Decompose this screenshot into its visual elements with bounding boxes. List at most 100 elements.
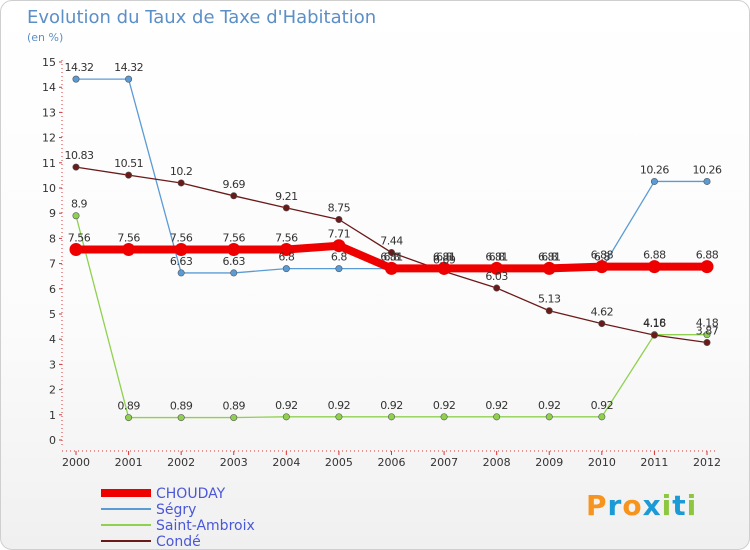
data-label: 14.32 xyxy=(114,61,143,74)
x-tick-label: 2009 xyxy=(535,456,563,469)
y-tick-label: 5 xyxy=(49,308,56,321)
data-label: 7.71 xyxy=(328,228,351,241)
data-labels: 7.56 7.56 7.56 7.56 7.56 7.716.81 6.81 6.81 6.81… xyxy=(65,61,723,413)
data-label: 7.56 xyxy=(275,231,298,244)
data-label: 6.03 xyxy=(485,270,508,283)
data-label: 4.18 xyxy=(696,317,719,330)
data-point xyxy=(385,261,398,275)
data-label: 0.89 xyxy=(117,400,140,413)
data-point xyxy=(177,179,185,187)
data-label: 9.69 xyxy=(223,178,246,191)
data-label: 7.56 xyxy=(223,231,246,244)
y-tick-label: 7 xyxy=(49,258,56,271)
data-label: 4.16 xyxy=(643,317,666,330)
y-tick-label: 9 xyxy=(49,207,56,220)
x-tick-label: 2001 xyxy=(115,456,143,469)
data-point xyxy=(387,249,395,257)
data-point xyxy=(125,414,133,422)
x-tick-label: 2004 xyxy=(272,456,300,469)
data-point xyxy=(650,177,658,185)
logo-letter: x xyxy=(642,489,662,522)
data-label: 6.8 xyxy=(278,251,294,264)
data-point xyxy=(122,242,136,256)
data-point xyxy=(703,338,711,346)
x-tick-label: 2005 xyxy=(325,456,353,469)
y-tick-label: 15 xyxy=(42,56,56,69)
legend-label: CHOUDAY xyxy=(156,486,226,502)
data-label: 10.51 xyxy=(114,157,143,170)
data-label: 6.81 xyxy=(538,250,561,263)
proxiti-logo: Proxiti xyxy=(586,489,697,522)
data-label: 0.92 xyxy=(380,399,403,412)
data-label: 8.75 xyxy=(328,202,351,215)
data-point xyxy=(387,413,395,421)
x-tick-label: 2002 xyxy=(167,456,195,469)
data-label: 10.2 xyxy=(170,165,193,178)
data-point xyxy=(230,192,238,200)
data-point xyxy=(647,260,661,274)
data-label: 6.81 xyxy=(485,250,508,263)
x-tick-label: 2000 xyxy=(62,456,90,469)
data-point xyxy=(282,413,290,421)
data-label: 6.81 xyxy=(433,250,456,263)
data-label: 6.8 xyxy=(384,251,400,264)
data-point xyxy=(335,265,343,273)
data-point xyxy=(437,261,451,275)
data-point xyxy=(69,242,83,256)
data-label: 10.26 xyxy=(640,163,669,176)
data-label: 10.26 xyxy=(693,163,722,176)
data-label: 6.63 xyxy=(170,255,193,268)
x-tick-label: 2008 xyxy=(483,456,511,469)
y-tick-label: 4 xyxy=(49,333,56,346)
data-point xyxy=(227,242,241,256)
data-point xyxy=(72,163,80,171)
data-label: 0.89 xyxy=(223,400,246,413)
data-point xyxy=(335,413,343,421)
data-label: 6.88 xyxy=(591,249,614,262)
y-tick-label: 6 xyxy=(49,283,56,296)
data-point xyxy=(125,75,133,83)
data-point xyxy=(174,242,188,256)
data-point xyxy=(282,265,290,273)
data-label: 6.8 xyxy=(331,251,347,264)
y-tick-label: 3 xyxy=(49,358,56,371)
data-point xyxy=(700,260,714,274)
data-label: 7.56 xyxy=(170,231,193,244)
data-label: 7.56 xyxy=(68,231,91,244)
x-tick-label: 2012 xyxy=(693,456,721,469)
data-label: 3.87 xyxy=(696,324,719,337)
data-label: 6.8 xyxy=(436,251,452,264)
y-tick-label: 14 xyxy=(42,81,56,94)
data-label: 6.88 xyxy=(696,249,719,262)
logo-letter: P xyxy=(586,489,608,522)
chart-subtitle: (en %) xyxy=(27,31,64,44)
x-tick-label: 2010 xyxy=(588,456,616,469)
data-label: 6.8 xyxy=(541,251,557,264)
data-label: 7.56 xyxy=(117,231,140,244)
y-tick-label: 1 xyxy=(49,409,56,422)
data-point xyxy=(332,239,346,253)
data-point xyxy=(598,413,606,421)
data-point xyxy=(230,414,238,422)
data-point xyxy=(440,413,448,421)
data-label: 6.8 xyxy=(489,251,505,264)
data-label: 8.9 xyxy=(71,198,87,211)
x-tick-label: 2003 xyxy=(220,456,248,469)
legend-label: Condé xyxy=(156,534,201,549)
data-label: 0.92 xyxy=(328,399,351,412)
data-label: 10.83 xyxy=(65,149,94,162)
data-label: 0.92 xyxy=(591,399,614,412)
data-point xyxy=(598,320,606,328)
x-tick-label: 2007 xyxy=(430,456,458,469)
data-point xyxy=(177,414,185,422)
y-tick-label: 11 xyxy=(42,157,56,170)
legend-label: Saint-Ambroix xyxy=(156,518,255,534)
chart-title: Evolution du Taux de Taxe d'Habitation xyxy=(27,7,377,28)
data-point xyxy=(542,261,556,275)
data-label: 0.89 xyxy=(170,400,193,413)
data-point xyxy=(703,177,711,185)
data-point xyxy=(125,171,133,179)
logo-letter: i xyxy=(661,489,673,522)
series-lines xyxy=(69,75,714,422)
